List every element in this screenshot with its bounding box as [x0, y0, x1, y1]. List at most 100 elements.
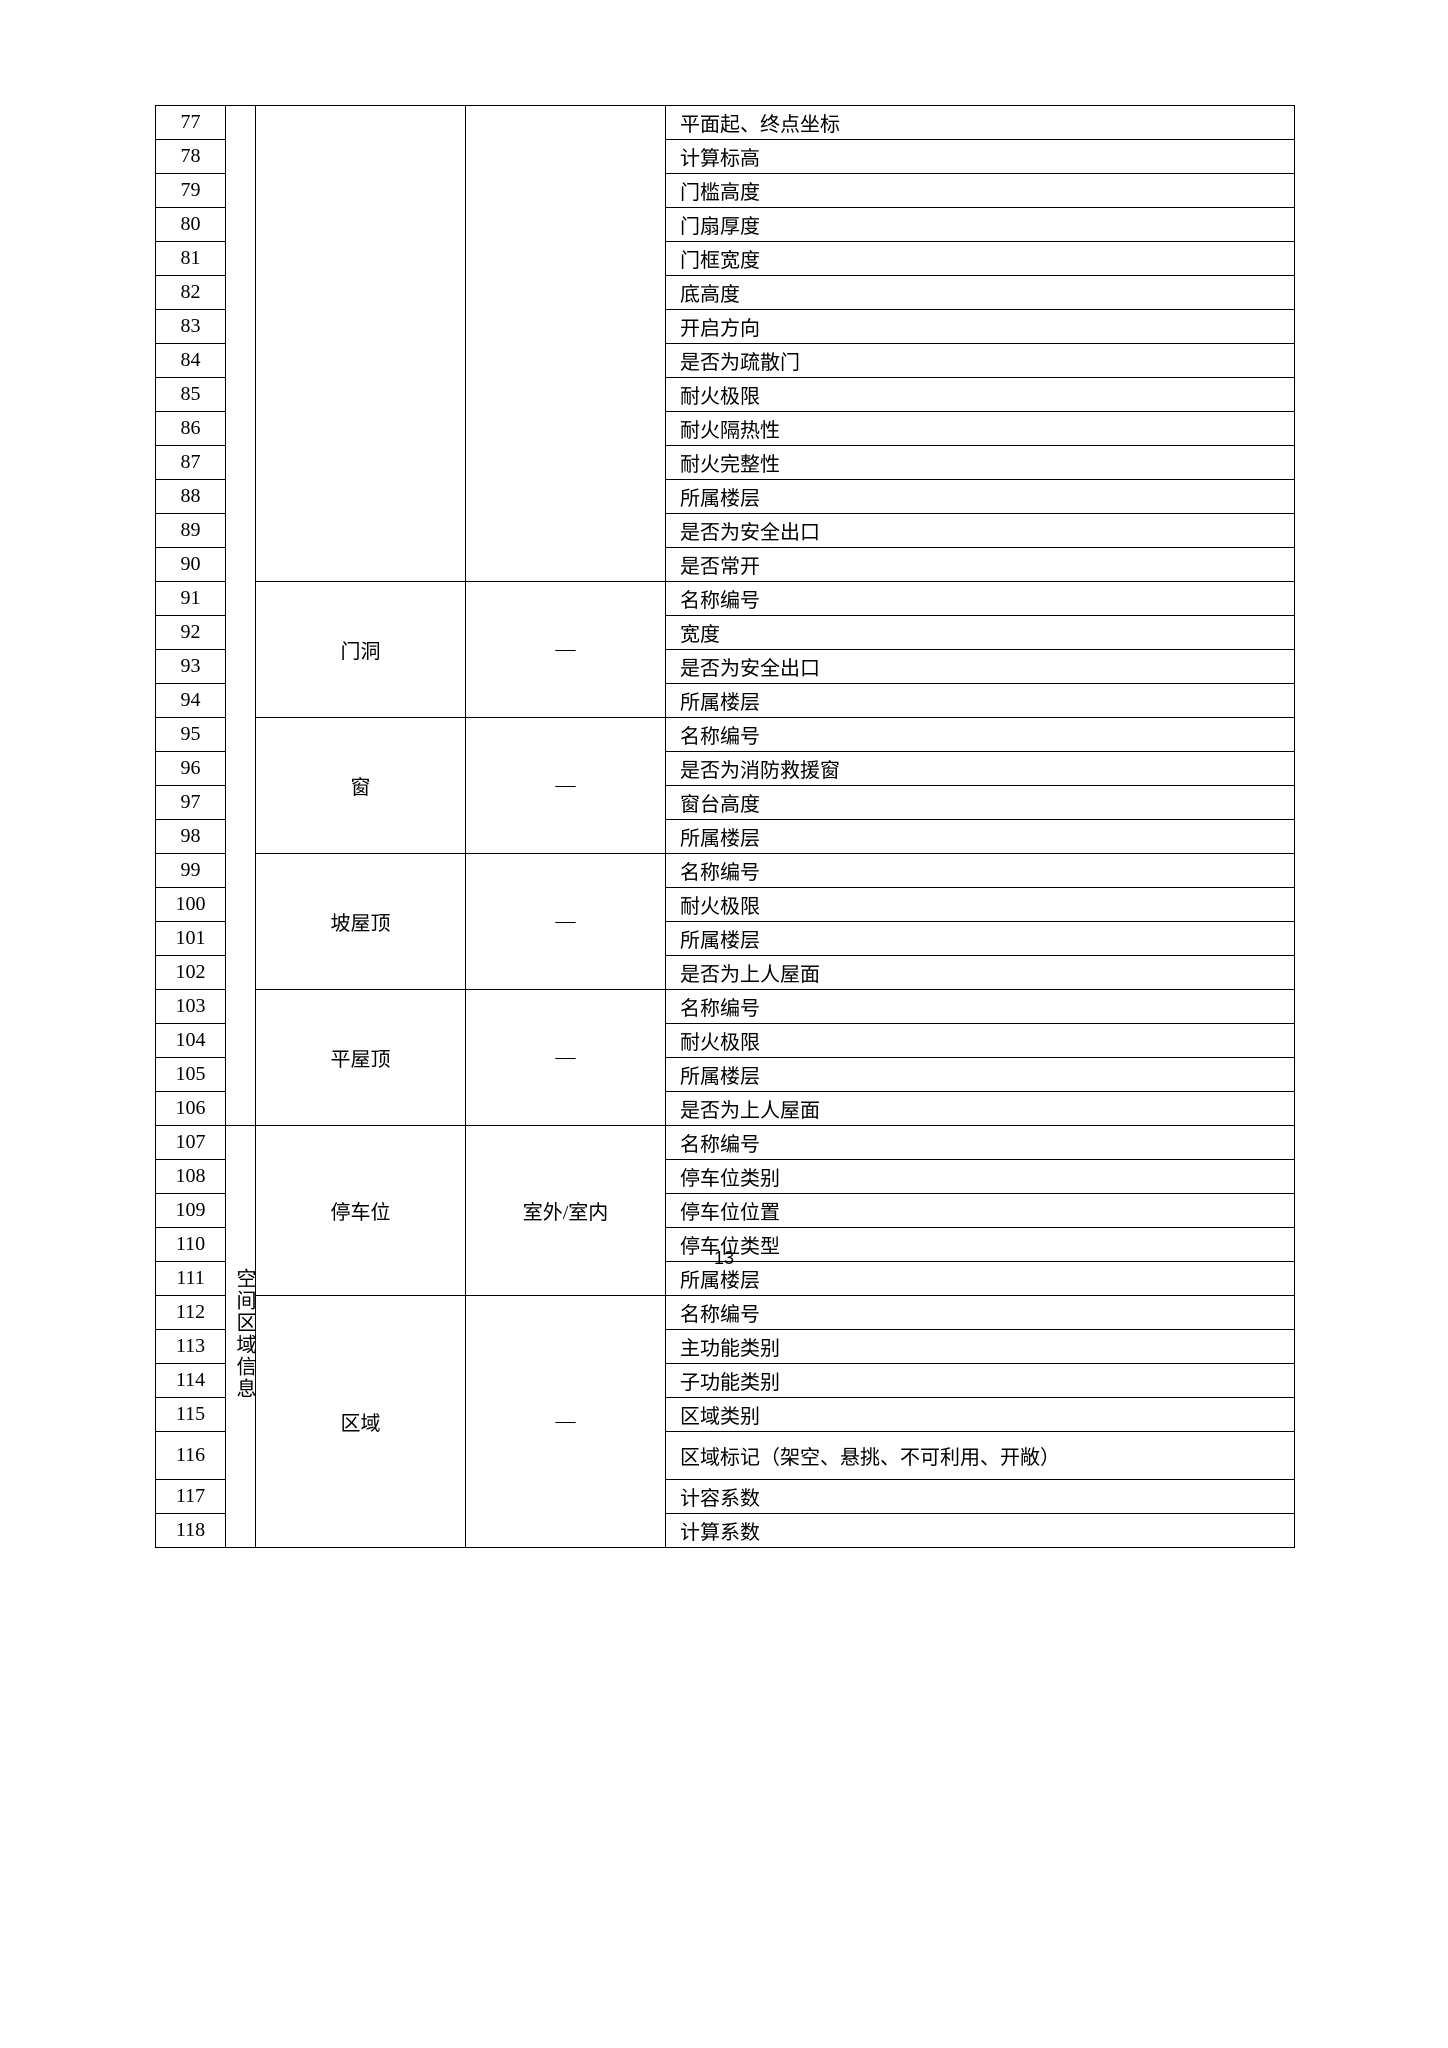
attr-cell: 门扇厚度	[666, 208, 1295, 242]
attr-cell: 名称编号	[666, 990, 1295, 1024]
attr-cell: 计算系数	[666, 1514, 1295, 1548]
row-number: 85	[156, 378, 226, 412]
attr-cell: 名称编号	[666, 854, 1295, 888]
loc-cell-pitched-roof: —	[466, 854, 666, 990]
row-number: 87	[156, 446, 226, 480]
attr-cell: 所属楼层	[666, 922, 1295, 956]
category-cell-continuation	[226, 106, 256, 1126]
loc-cell-zone: —	[466, 1296, 666, 1548]
attr-cell: 是否常开	[666, 548, 1295, 582]
page-content: 77 平面起、终点坐标 78计算标高 79门槛高度 80门扇厚度 81门框宽度 …	[155, 105, 1295, 1548]
category-cell-spatial-zone: 空间区域信息	[226, 1126, 256, 1548]
row-number: 80	[156, 208, 226, 242]
table-row: 103 平屋顶 — 名称编号	[156, 990, 1295, 1024]
row-number: 92	[156, 616, 226, 650]
loc-cell-window: —	[466, 718, 666, 854]
table-row: 107 空间区域信息 停车位 室外/室内 名称编号	[156, 1126, 1295, 1160]
attr-cell: 开启方向	[666, 310, 1295, 344]
attributes-table: 77 平面起、终点坐标 78计算标高 79门槛高度 80门扇厚度 81门框宽度 …	[155, 105, 1295, 1548]
row-number: 116	[156, 1432, 226, 1480]
attr-cell: 所属楼层	[666, 480, 1295, 514]
row-number: 115	[156, 1398, 226, 1432]
attr-cell: 是否为上人屋面	[666, 956, 1295, 990]
type-cell-pitched-roof: 坡屋顶	[256, 854, 466, 990]
attr-cell: 窗台高度	[666, 786, 1295, 820]
type-cell-continuation	[256, 106, 466, 582]
attr-cell: 门槛高度	[666, 174, 1295, 208]
loc-cell-parking: 室外/室内	[466, 1126, 666, 1296]
attr-cell: 计算标高	[666, 140, 1295, 174]
row-number: 100	[156, 888, 226, 922]
row-number: 79	[156, 174, 226, 208]
attr-cell: 底高度	[666, 276, 1295, 310]
loc-cell-continuation	[466, 106, 666, 582]
row-number: 93	[156, 650, 226, 684]
attr-cell: 耐火完整性	[666, 446, 1295, 480]
row-number: 98	[156, 820, 226, 854]
page-number: 13	[0, 1248, 1448, 1269]
attr-cell: 平面起、终点坐标	[666, 106, 1295, 140]
attr-cell: 停车位类别	[666, 1160, 1295, 1194]
row-number: 102	[156, 956, 226, 990]
attr-cell: 耐火极限	[666, 1024, 1295, 1058]
row-number: 105	[156, 1058, 226, 1092]
row-number: 104	[156, 1024, 226, 1058]
attr-cell: 是否为疏散门	[666, 344, 1295, 378]
attr-cell: 所属楼层	[666, 820, 1295, 854]
row-number: 112	[156, 1296, 226, 1330]
loc-cell-flat-roof: —	[466, 990, 666, 1126]
row-number: 109	[156, 1194, 226, 1228]
attr-cell: 区域类别	[666, 1398, 1295, 1432]
row-number: 106	[156, 1092, 226, 1126]
attr-cell: 名称编号	[666, 1126, 1295, 1160]
row-number: 86	[156, 412, 226, 446]
attr-cell: 名称编号	[666, 1296, 1295, 1330]
row-number: 90	[156, 548, 226, 582]
row-number: 88	[156, 480, 226, 514]
attr-cell: 耐火极限	[666, 378, 1295, 412]
row-number: 107	[156, 1126, 226, 1160]
attr-cell: 耐火极限	[666, 888, 1295, 922]
attr-cell: 耐火隔热性	[666, 412, 1295, 446]
table-row: 112 区域 — 名称编号	[156, 1296, 1295, 1330]
row-number: 101	[156, 922, 226, 956]
attr-cell: 主功能类别	[666, 1330, 1295, 1364]
attr-cell: 是否为安全出口	[666, 514, 1295, 548]
table-row: 77 平面起、终点坐标	[156, 106, 1295, 140]
table-row: 99 坡屋顶 — 名称编号	[156, 854, 1295, 888]
row-number: 77	[156, 106, 226, 140]
attr-cell: 区域标记（架空、悬挑、不可利用、开敞）	[666, 1432, 1295, 1480]
type-cell-flat-roof: 平屋顶	[256, 990, 466, 1126]
attr-cell: 所属楼层	[666, 684, 1295, 718]
attr-cell: 所属楼层	[666, 1058, 1295, 1092]
row-number: 78	[156, 140, 226, 174]
attr-cell: 是否为上人屋面	[666, 1092, 1295, 1126]
row-number: 114	[156, 1364, 226, 1398]
type-cell-parking: 停车位	[256, 1126, 466, 1296]
attr-cell: 是否为安全出口	[666, 650, 1295, 684]
row-number: 82	[156, 276, 226, 310]
table-row: 95 窗 — 名称编号	[156, 718, 1295, 752]
row-number: 89	[156, 514, 226, 548]
row-number: 96	[156, 752, 226, 786]
attr-cell: 门框宽度	[666, 242, 1295, 276]
attr-cell: 宽度	[666, 616, 1295, 650]
row-number: 95	[156, 718, 226, 752]
type-cell-window: 窗	[256, 718, 466, 854]
row-number: 84	[156, 344, 226, 378]
row-number: 108	[156, 1160, 226, 1194]
category-label: 空间区域信息	[230, 1268, 259, 1400]
attr-cell: 名称编号	[666, 582, 1295, 616]
row-number: 118	[156, 1514, 226, 1548]
row-number: 91	[156, 582, 226, 616]
row-number: 94	[156, 684, 226, 718]
row-number: 83	[156, 310, 226, 344]
row-number: 97	[156, 786, 226, 820]
table-row: 91 门洞 — 名称编号	[156, 582, 1295, 616]
attr-cell: 名称编号	[666, 718, 1295, 752]
attr-cell: 是否为消防救援窗	[666, 752, 1295, 786]
attr-cell: 计容系数	[666, 1480, 1295, 1514]
row-number: 81	[156, 242, 226, 276]
row-number: 99	[156, 854, 226, 888]
attr-cell: 停车位位置	[666, 1194, 1295, 1228]
